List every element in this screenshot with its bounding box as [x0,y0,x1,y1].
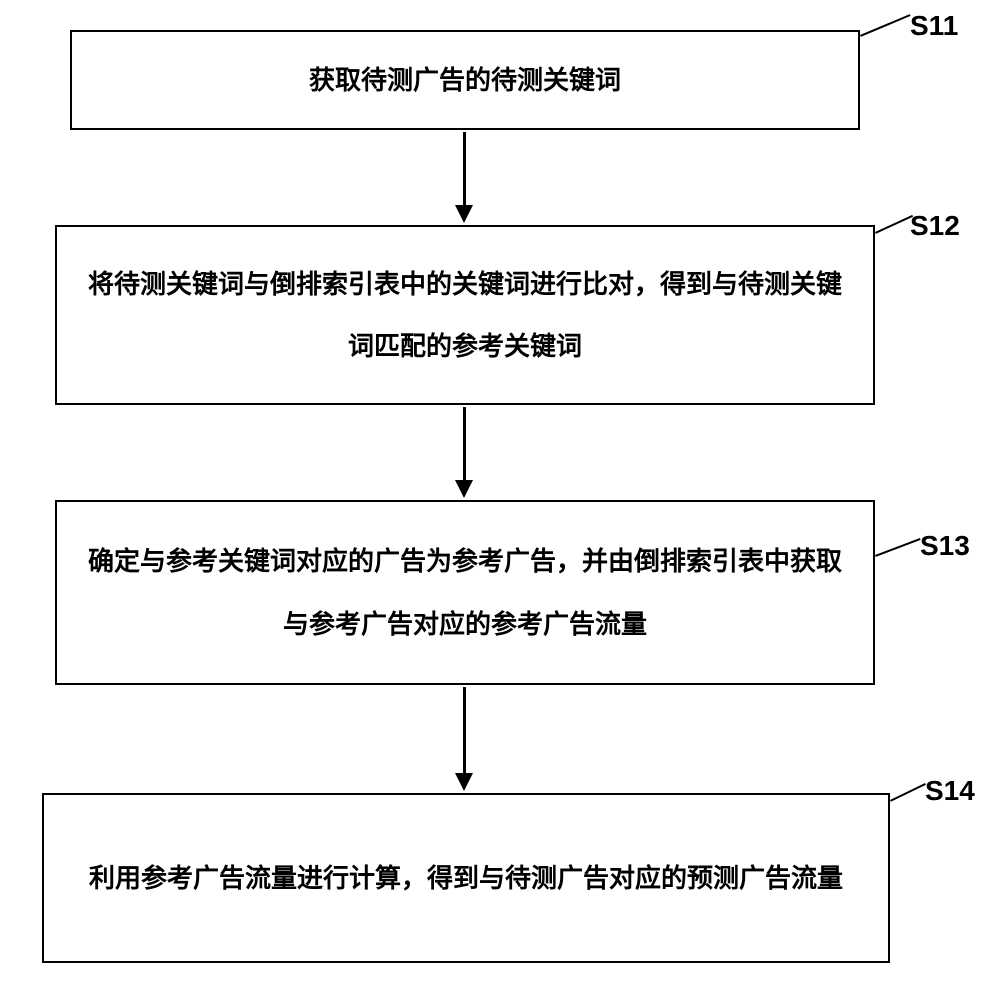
flowchart-node-s12: 将待测关键词与倒排索引表中的关键词进行比对，得到与待测关键词匹配的参考关键词 [55,225,875,405]
step-label-s11: S11 [910,10,958,42]
flowchart-node-s14: 利用参考广告流量进行计算，得到与待测广告对应的预测广告流量 [42,793,890,963]
node-text: 将待测关键词与倒排索引表中的关键词进行比对，得到与待测关键词匹配的参考关键词 [77,253,853,378]
arrow-head-icon [455,205,473,223]
node-text: 获取待测广告的待测关键词 [309,49,621,111]
flowchart-node-s11: 获取待测广告的待测关键词 [70,30,860,130]
node-text: 利用参考广告流量进行计算，得到与待测广告对应的预测广告流量 [89,847,843,909]
arrow-head-icon [455,480,473,498]
flowchart-node-s13: 确定与参考关键词对应的广告为参考广告，并由倒排索引表中获取与参考广告对应的参考广… [55,500,875,685]
arrow-head-icon [455,773,473,791]
flowchart-canvas: 获取待测广告的待测关键词 S11 将待测关键词与倒排索引表中的关键词进行比对，得到与… [0,0,1000,981]
arrow-shaft [463,407,466,482]
arrow-shaft [463,132,466,207]
step-label-s13: S13 [920,530,970,562]
leader-line [860,14,911,37]
leader-line [875,538,921,557]
step-label-s14: S14 [925,775,975,807]
node-text: 确定与参考关键词对应的广告为参考广告，并由倒排索引表中获取与参考广告对应的参考广… [77,530,853,655]
arrow-shaft [463,687,466,775]
leader-line [890,783,926,802]
leader-line [875,215,913,234]
step-label-s12: S12 [910,210,960,242]
